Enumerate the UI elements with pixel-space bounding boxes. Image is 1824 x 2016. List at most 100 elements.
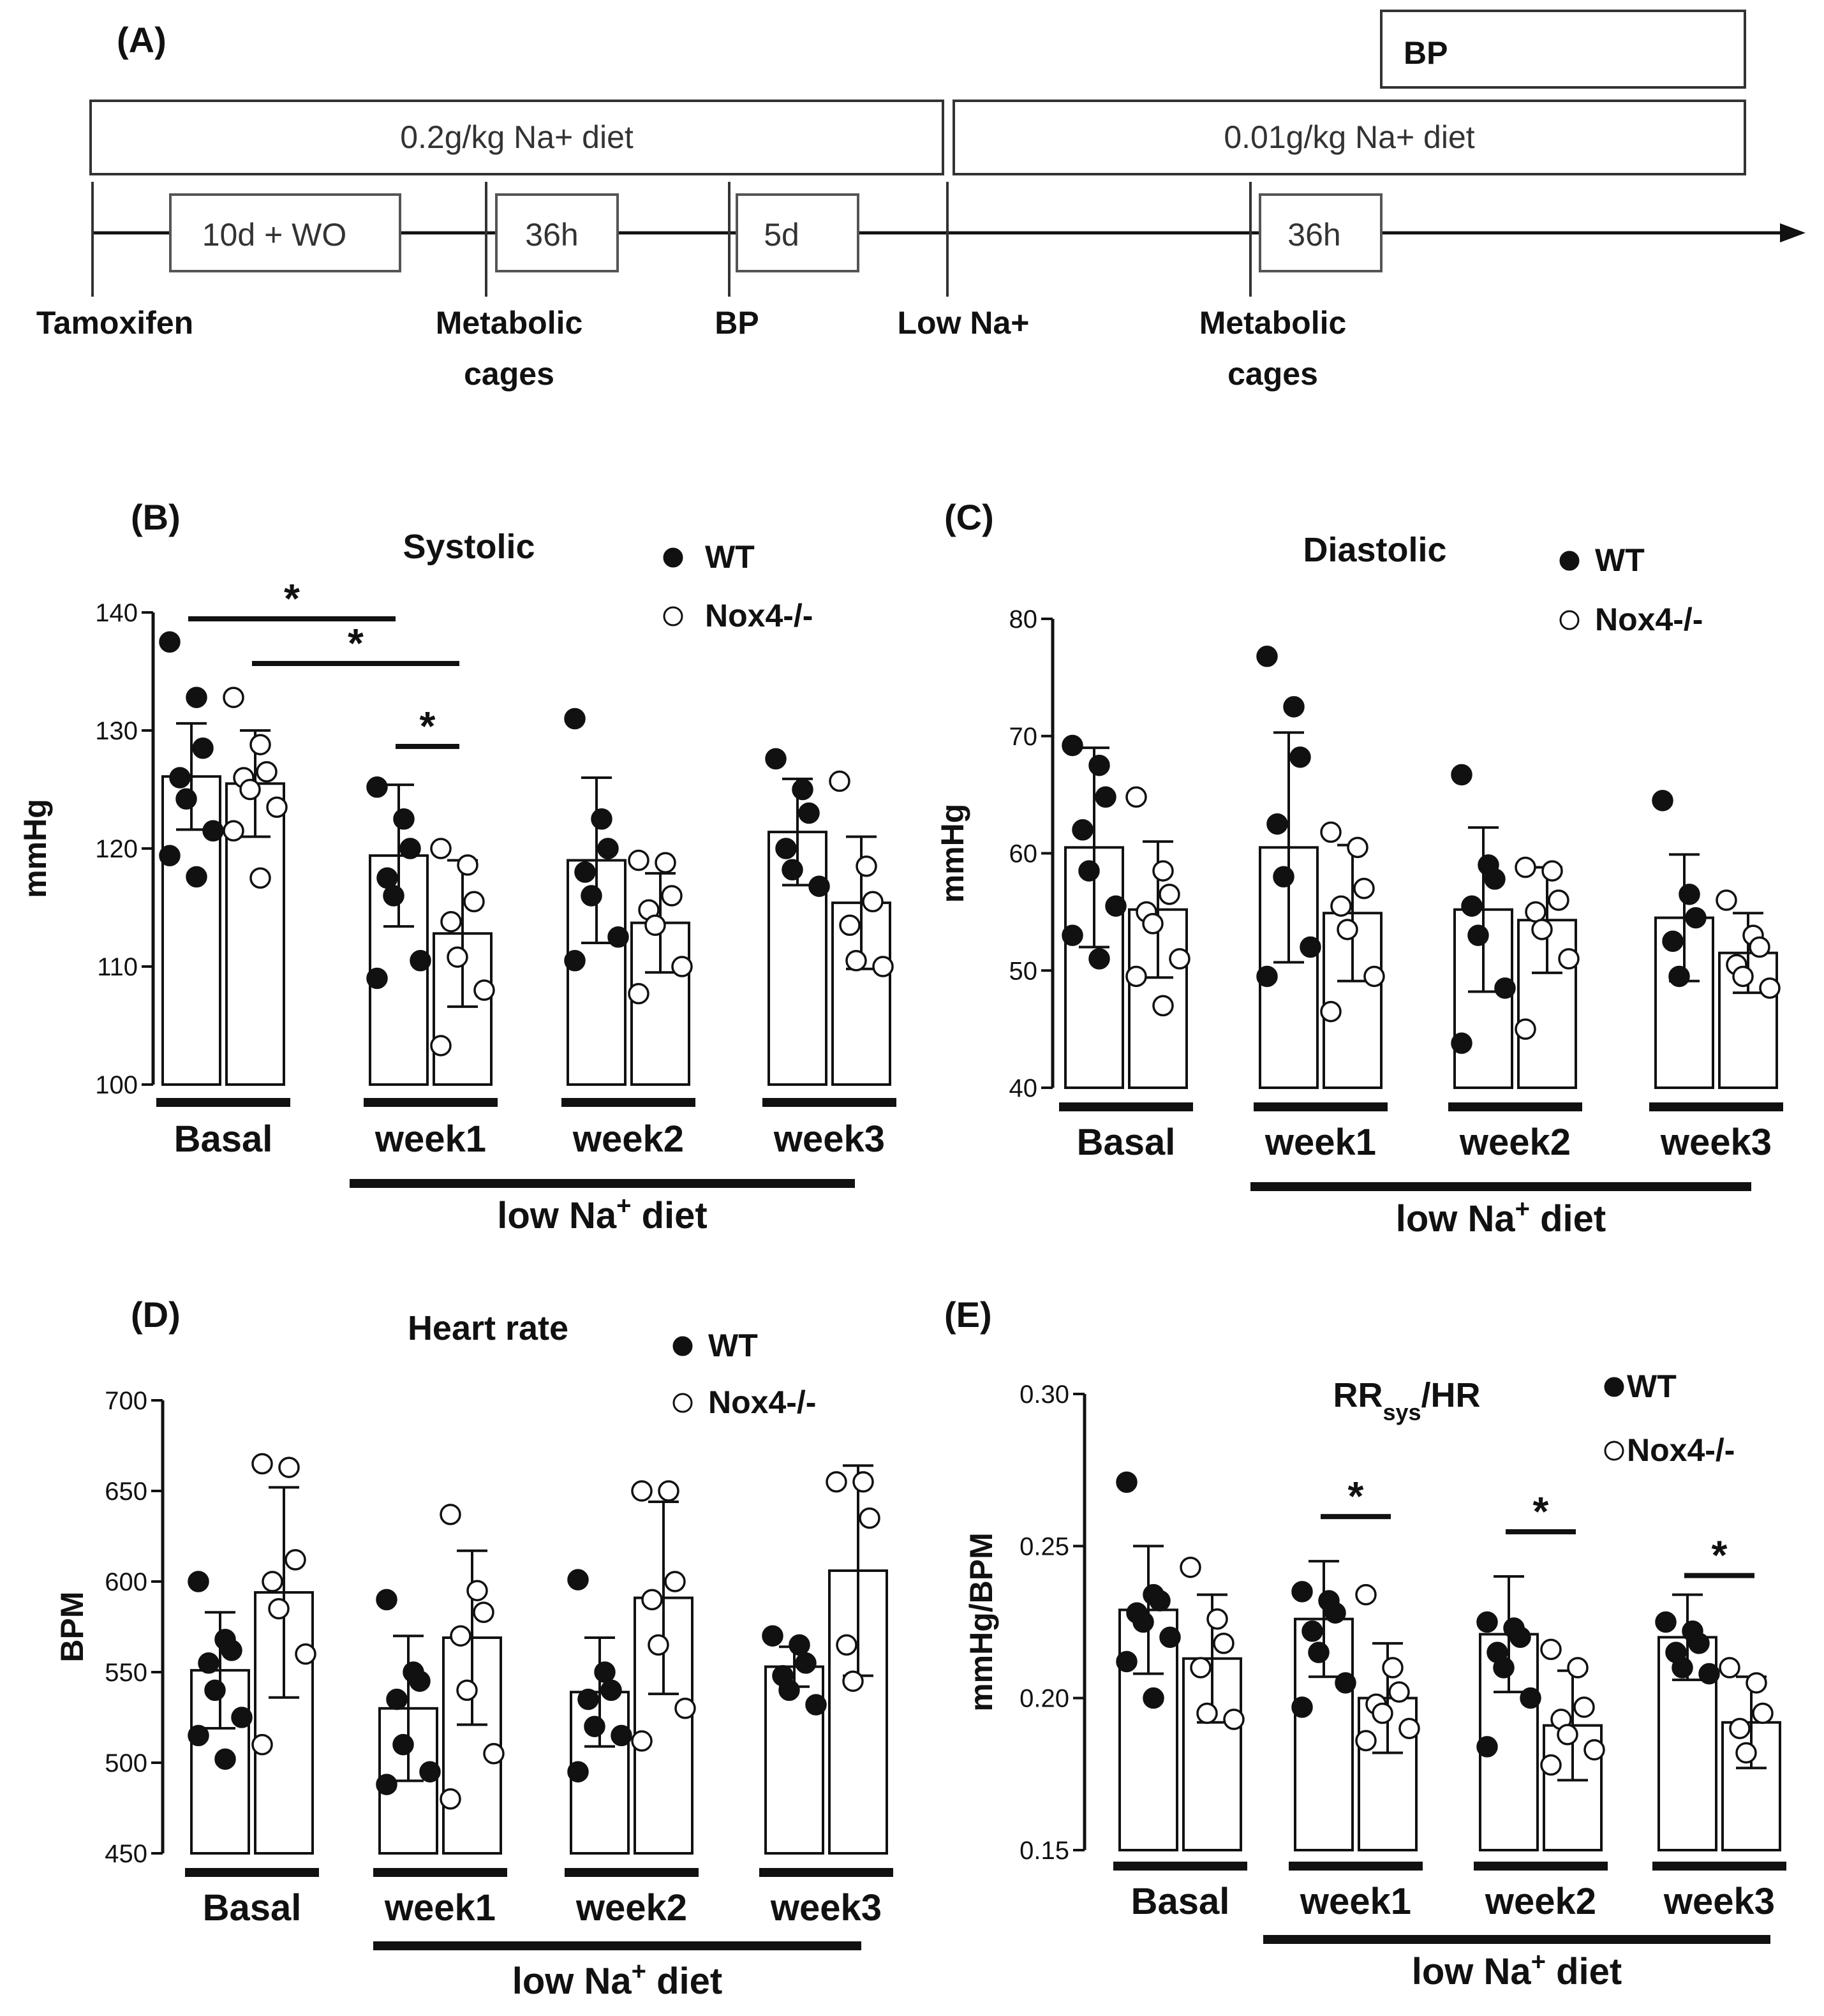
data-point <box>188 1571 209 1592</box>
category-label: week2 <box>1459 1122 1571 1163</box>
data-point <box>1291 1581 1313 1603</box>
data-point <box>1548 889 1569 911</box>
data-point <box>839 914 861 936</box>
data-point <box>410 950 431 972</box>
data-point <box>631 1730 653 1752</box>
data-point <box>1662 930 1684 952</box>
diet-label-tail: diet <box>1530 1198 1606 1240</box>
diet-bar <box>373 1941 861 1950</box>
data-point <box>1078 860 1100 882</box>
data-point <box>1476 1611 1498 1633</box>
data-point <box>1355 1730 1377 1752</box>
bar <box>1718 951 1778 1089</box>
data-point <box>564 708 586 730</box>
data-point <box>399 838 421 859</box>
chart-title-tail: /HR <box>1421 1376 1481 1414</box>
data-point <box>1525 901 1546 923</box>
legend-marker-nox4 <box>663 606 683 626</box>
data-point <box>376 1589 397 1611</box>
data-point <box>1116 1471 1138 1493</box>
significance-line <box>252 661 459 666</box>
category-underline <box>156 1098 290 1107</box>
category-label: week1 <box>384 1887 496 1929</box>
data-point <box>1672 1657 1693 1679</box>
data-point <box>1149 1590 1171 1612</box>
data-point <box>674 1698 696 1719</box>
data-point <box>591 808 612 830</box>
data-point <box>262 1571 283 1592</box>
chart-systolic: (B) Systolic 100 110 120 130 140 mmHg Basal week1… <box>17 497 896 1236</box>
data-point <box>1105 895 1127 917</box>
panel-label: (B) <box>131 497 181 537</box>
data-point <box>1382 1657 1404 1679</box>
category-label: week2 <box>1485 1881 1596 1922</box>
data-point <box>440 910 462 933</box>
data-point <box>1159 884 1180 905</box>
data-point <box>567 1761 589 1783</box>
data-point <box>285 1549 306 1571</box>
data-point <box>409 1670 431 1692</box>
legend-marker-nox4 <box>672 1393 693 1413</box>
data-point <box>1072 819 1094 841</box>
y-axis-label: mmHg <box>17 799 53 898</box>
data-point <box>1461 895 1483 917</box>
data-point <box>1169 948 1190 970</box>
category-label: Basal <box>174 1118 273 1160</box>
data-point <box>628 849 649 871</box>
category-underline <box>1649 1102 1783 1111</box>
y-tick-label: 0.25 <box>1020 1532 1069 1560</box>
data-point <box>1540 1754 1562 1776</box>
category-underline <box>1254 1102 1388 1111</box>
category-label: Basal <box>203 1887 302 1929</box>
data-point <box>419 1761 441 1783</box>
event-low-na: Low Na+ <box>898 305 1030 341</box>
data-point <box>829 770 850 792</box>
interval-label-1: 10d + WO <box>202 217 347 253</box>
chart-title: RRsys/HR <box>1333 1376 1480 1425</box>
category-underline <box>185 1868 319 1877</box>
diet-label: low Na+ diet <box>1396 1195 1606 1240</box>
data-point <box>1190 1657 1212 1679</box>
category-label: week1 <box>374 1118 486 1160</box>
data-point <box>1685 907 1707 929</box>
data-point <box>1363 965 1385 988</box>
data-point <box>1732 965 1754 988</box>
data-point <box>1152 995 1174 1017</box>
diet-label: low Na+ diet <box>512 1957 723 2002</box>
diet-label-superscript: + <box>632 1957 646 1985</box>
data-point <box>1300 936 1321 958</box>
data-point <box>1266 813 1288 835</box>
data-point <box>366 776 388 798</box>
chart-rr-sys-hr: (E) RRsys/HR 0.15 0.20 0.25 0.30 mmHg/BPM Basal… <box>944 1294 1786 1992</box>
data-point <box>159 631 181 653</box>
category-label: week2 <box>575 1887 687 1929</box>
diet-high-label: 0.2g/kg Na+ diet <box>400 119 634 155</box>
data-point <box>765 748 787 770</box>
bp-box <box>1380 10 1746 89</box>
panel-label: (E) <box>944 1294 992 1335</box>
data-point <box>1509 1626 1531 1649</box>
data-point <box>1388 1681 1410 1703</box>
data-point <box>1353 877 1375 900</box>
data-point <box>795 1652 817 1674</box>
diet-label-main: low Na <box>497 1195 617 1236</box>
diet-high-box <box>89 100 944 175</box>
category-label: week2 <box>572 1118 684 1160</box>
data-point <box>440 1504 461 1525</box>
data-point <box>1289 746 1311 768</box>
data-point <box>1531 919 1553 940</box>
significance-line <box>1684 1573 1754 1578</box>
data-point <box>1273 866 1294 887</box>
data-point <box>1116 1650 1138 1673</box>
diet-low-box <box>953 100 1746 175</box>
chart-title-main: Diastolic <box>1303 531 1446 569</box>
data-point <box>202 820 224 841</box>
data-point <box>792 778 813 801</box>
data-point <box>239 778 261 801</box>
significance-star: * <box>348 620 364 666</box>
event-metabolic-1-line2: cages <box>464 356 554 392</box>
y-axis-label: BPM <box>54 1591 90 1662</box>
category-underline <box>561 1098 695 1107</box>
data-point <box>607 926 629 948</box>
data-point <box>762 1625 783 1647</box>
